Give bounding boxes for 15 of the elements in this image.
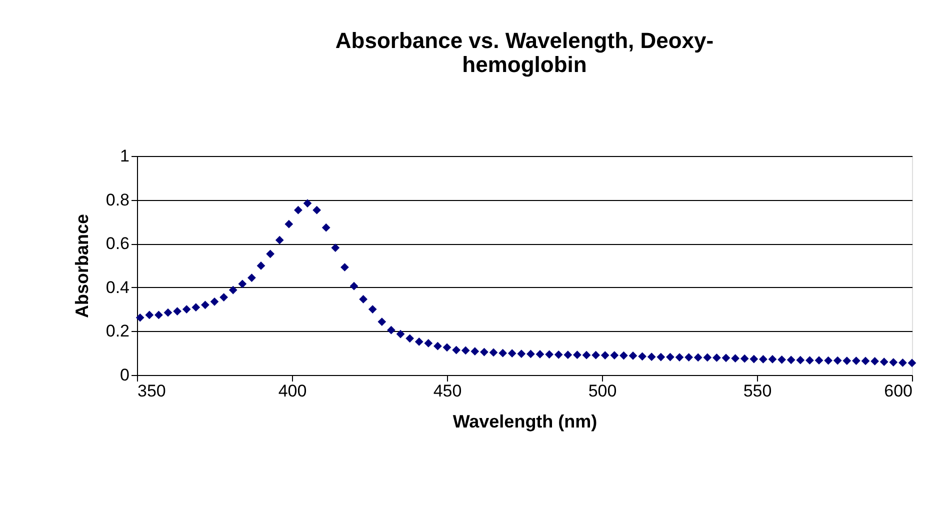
- x-tick-label: 550: [743, 382, 772, 400]
- x-tick-label: 350: [138, 382, 166, 400]
- x-tick-label: 600: [884, 382, 912, 400]
- x-tick-label: 450: [433, 382, 462, 400]
- y-tick-label: 0.8: [106, 190, 130, 210]
- x-axis-title: Wavelength (nm): [452, 412, 598, 432]
- x-tick-label: 400: [278, 382, 307, 400]
- y-tick-label: 0: [120, 366, 130, 384]
- y-tick-label: 1: [120, 146, 130, 166]
- y-axis-title: Absorbance: [72, 214, 92, 318]
- y-tick-label: 0.4: [106, 278, 130, 297]
- y-tick-label: 0.2: [106, 322, 130, 341]
- x-tick-label: 500: [588, 382, 617, 400]
- chart-title: Absorbance vs. Wavelength, Deoxy-hemoglobin: [335, 28, 714, 77]
- y-tick-label: 0.6: [106, 234, 130, 254]
